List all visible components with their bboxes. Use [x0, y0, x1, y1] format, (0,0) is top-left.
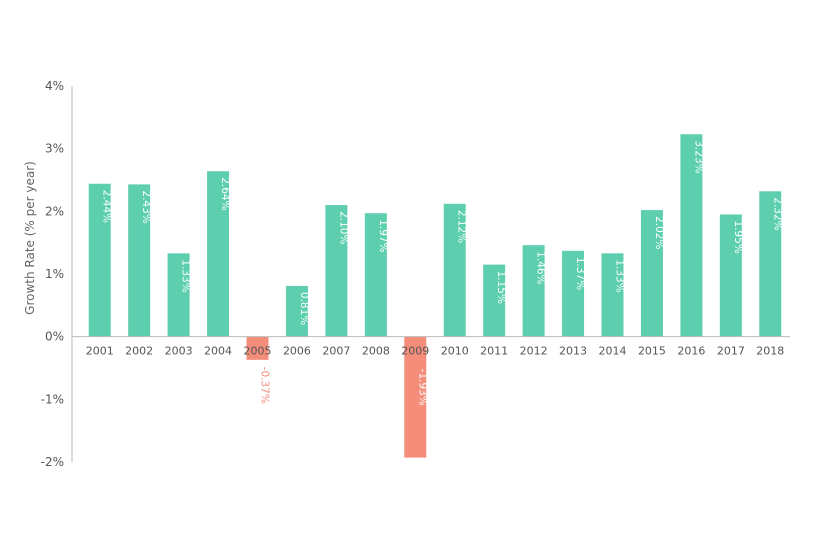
- bar-2014: [601, 253, 624, 337]
- data-label: 1.95%: [732, 220, 744, 253]
- x-tick-label: 2007: [322, 345, 350, 358]
- data-label: 1.97%: [377, 219, 389, 252]
- bar-2016: [680, 134, 703, 337]
- data-labels: 2.44% 2.43% 1.33% 2.64% -0.37% 0.81% 2.10% 1.97…: [101, 140, 784, 406]
- y-axis-title: Growth Rate (% per year): [23, 161, 37, 315]
- data-label: 2.02%: [653, 216, 665, 249]
- data-label: 1.37%: [574, 257, 586, 290]
- x-tick-label: 2009: [401, 345, 429, 358]
- x-tick-label: 2013: [559, 345, 587, 358]
- data-label: 2.43%: [140, 190, 152, 223]
- bar-2004: [207, 171, 230, 337]
- bar-2001: [88, 183, 111, 337]
- x-tick-label: 2016: [677, 345, 705, 358]
- y-tick-label: 2%: [45, 204, 64, 218]
- bar-2002: [128, 184, 151, 337]
- data-label: 2.44%: [101, 190, 113, 223]
- bars: [88, 134, 782, 458]
- x-tick-label: 2004: [204, 345, 232, 358]
- x-tick-label: 2003: [165, 345, 193, 358]
- x-tick-label: 2010: [441, 345, 469, 358]
- y-tick-label: 4%: [45, 79, 64, 93]
- bar-2015: [640, 210, 663, 337]
- y-tick-label: 0%: [45, 330, 64, 344]
- data-label: 2.64%: [219, 177, 231, 210]
- x-tick-label: 2015: [638, 345, 666, 358]
- data-label: 2.32%: [771, 197, 783, 230]
- bar-2017: [719, 214, 742, 337]
- bar-2008: [364, 213, 387, 337]
- data-label: 0.81%: [298, 292, 310, 325]
- bar-2013: [562, 250, 585, 337]
- x-tick-label: 2002: [125, 345, 153, 358]
- data-label: -0.37%: [259, 367, 271, 404]
- data-label: -1.93%: [416, 369, 428, 406]
- x-tick-label: 2005: [244, 345, 272, 358]
- x-tick-label: 2018: [756, 345, 784, 358]
- bar-2018: [759, 191, 782, 337]
- x-tick-label: 2011: [480, 345, 508, 358]
- x-tick-label: 2001: [86, 345, 114, 358]
- bar-2006: [285, 285, 308, 337]
- x-tick-label: 2012: [520, 345, 548, 358]
- bar-2009: [404, 336, 427, 458]
- bar-2012: [522, 245, 545, 337]
- y-tick-label: -2%: [41, 455, 64, 469]
- x-tick-label: 2017: [717, 345, 745, 358]
- data-label: 2.10%: [337, 211, 349, 244]
- x-axis-labels: 2001 2002 2003 2004 2005 2006 2007 2008 2009 2010…: [86, 345, 785, 358]
- data-label: 1.33%: [180, 259, 192, 292]
- data-label: 2.12%: [456, 210, 468, 243]
- bar-2007: [325, 205, 348, 337]
- data-label: 1.15%: [495, 271, 507, 304]
- x-tick-label: 2006: [283, 345, 311, 358]
- data-label: 1.33%: [614, 259, 626, 292]
- y-axis-ticks: 4% 3% 2% 1% 0% -1% -2%: [41, 79, 64, 469]
- x-tick-label: 2008: [362, 345, 390, 358]
- y-tick-label: 1%: [45, 267, 64, 281]
- bar-2010: [443, 203, 466, 337]
- data-label: 3.23%: [692, 140, 704, 173]
- bar-2003: [167, 253, 190, 337]
- data-label: 1.46%: [535, 251, 547, 284]
- y-tick-label: 3%: [45, 142, 64, 156]
- x-tick-label: 2014: [599, 345, 627, 358]
- y-tick-label: -1%: [41, 392, 64, 406]
- bar-2005: [246, 336, 269, 360]
- bar-2011: [483, 264, 506, 337]
